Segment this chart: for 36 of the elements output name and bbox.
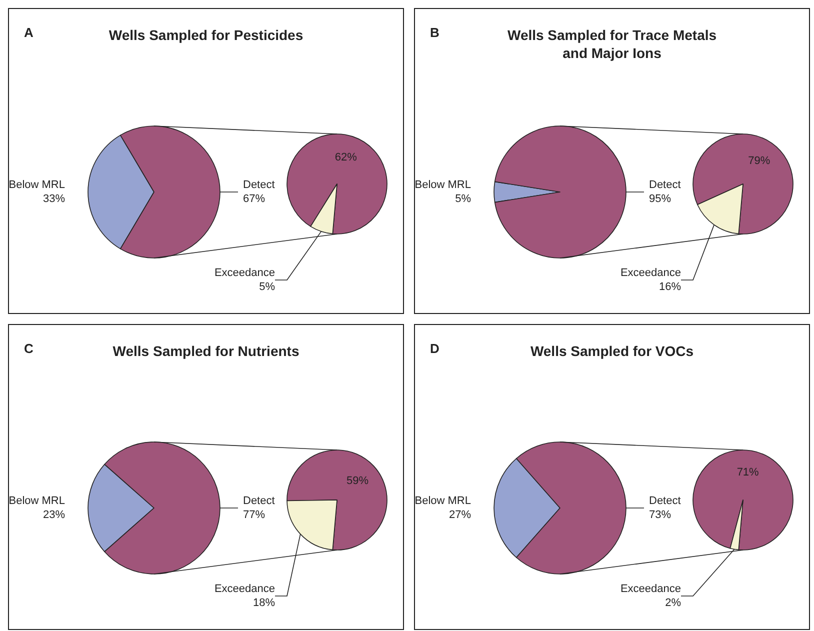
slice-label: Detect [649,179,681,191]
data-label: 59% [346,474,369,487]
data-label: 27% [448,509,472,521]
data-label: 16% [658,281,682,293]
text: D [430,341,440,356]
slice-label: Detect [649,495,681,507]
slice-label: Exceedance [214,583,275,595]
text: C [24,341,34,356]
data-label: 62% [334,151,358,164]
slice-label: Exceedance [620,267,681,279]
data-label: 67% [243,193,266,205]
data-label: 33% [42,193,66,205]
data-label: 18% [252,597,276,609]
slice-label: Below MRL [414,179,471,191]
slice-label: Exceedance [214,267,275,279]
data-label: 77% [243,509,266,521]
data-label: 79% [748,155,770,168]
text: A [24,25,34,40]
data-label: 5% [455,193,472,205]
chart-title: Wells Sampled for Pesticides [108,27,304,43]
chart-title: Wells Sampled for VOCs [530,343,694,359]
slice-label: Detect [243,179,275,191]
slice-label: Exceedance [620,583,681,595]
slice-label: Below MRL [414,495,471,507]
data-label: 73% [649,509,672,521]
slice-label: Below MRL [8,179,65,191]
chart-title: Wells Sampled for Trace Metals and Major Ions [507,27,717,61]
slice-label: Detect [243,495,275,507]
data-label: 95% [649,193,672,205]
data-label: 5% [259,281,276,293]
data-label: 71% [736,466,760,478]
text: B [430,25,440,40]
slice-label: Below MRL [8,495,65,507]
data-label: 23% [42,509,66,521]
chart-title: Wells Sampled for Nutrients [112,343,300,359]
data-label: 2% [665,597,682,609]
